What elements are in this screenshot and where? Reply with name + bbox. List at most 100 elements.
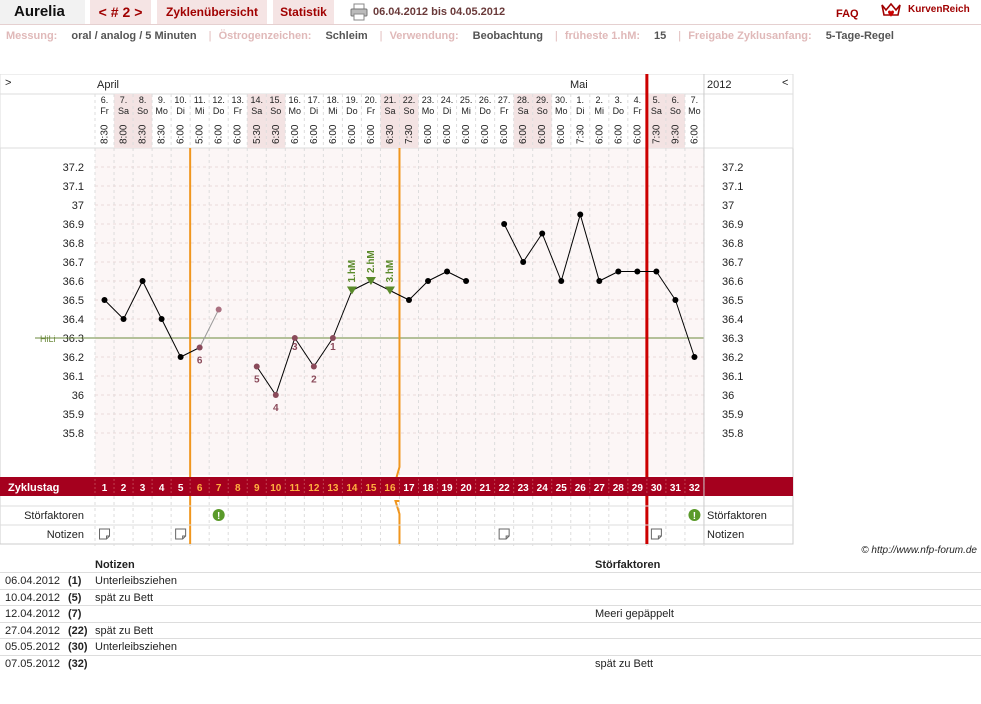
- weekend-header-shade: [665, 94, 685, 148]
- row-day: (5): [68, 591, 82, 604]
- cycle-next-button[interactable]: >: [134, 4, 143, 20]
- temp-line-segment: [142, 280, 163, 320]
- temp-line-segment: [408, 280, 429, 301]
- measure-time: 5:30: [252, 124, 263, 144]
- weekend-header-shade: [380, 94, 400, 148]
- row-stoer: Meeri gepäppelt: [595, 608, 674, 621]
- notes-label: Notizen: [47, 529, 84, 541]
- temp-line-segment: [389, 290, 410, 301]
- cycle-day-number: 14: [346, 483, 358, 494]
- note-icon: [498, 528, 510, 540]
- day-number: 10.: [174, 95, 187, 105]
- measure-time: 6:00: [442, 124, 453, 144]
- weekday-label: Di: [310, 106, 319, 116]
- weekday-label: So: [537, 106, 548, 116]
- printer-icon[interactable]: [350, 3, 368, 21]
- weekday-label: Mi: [461, 106, 471, 116]
- high-measure-marker: [384, 286, 395, 295]
- day-number: 26.: [479, 95, 492, 105]
- day-number: 25.: [460, 95, 473, 105]
- cycle-day-number: 6: [197, 483, 203, 494]
- y-tick-right: 35.8: [722, 428, 743, 440]
- temp-line-segment: [655, 271, 676, 301]
- temp-line-segment: [123, 280, 144, 320]
- day-number: 8.: [139, 95, 147, 105]
- temp-line-segment: [294, 337, 315, 367]
- y-tick-right: 36.6: [722, 276, 743, 288]
- higher-measure-label: 3.hM: [385, 260, 396, 283]
- day-number: 19.: [346, 95, 359, 105]
- tab-statistics[interactable]: Statistik: [273, 0, 334, 24]
- col-notes-header: Notizen: [95, 559, 135, 571]
- cycle-prev-button[interactable]: <: [98, 4, 107, 20]
- cycle-number: # 2: [110, 4, 131, 20]
- row-note: Unterleibsziehen: [95, 641, 177, 654]
- y-tick-left: 36.5: [63, 295, 84, 307]
- measure-time: 9:30: [670, 124, 681, 144]
- row-note: spät zu Bett: [95, 591, 154, 604]
- table-row: 06.04.2012 (1) Unterleibsziehen: [0, 572, 981, 590]
- temp-line-segment: [541, 233, 562, 282]
- measure-time: 6:00: [233, 124, 244, 144]
- higher-measure-label: 1.hM: [347, 260, 358, 283]
- y-tick-right: 36.4: [722, 314, 743, 326]
- day-number: 3.: [615, 95, 623, 105]
- weekday-label: So: [270, 106, 281, 116]
- temp-point: [444, 268, 451, 275]
- weekday-label: Fr: [100, 106, 109, 116]
- measure-time: 7:30: [651, 124, 662, 144]
- measure-time: 6:00: [613, 124, 624, 144]
- faq-link[interactable]: FAQ: [836, 8, 859, 20]
- brand-logo[interactable]: KurvenReich: [908, 4, 970, 15]
- crown-heart-icon: [881, 2, 901, 17]
- cycle-day-number: 25: [556, 483, 568, 494]
- row-day: (1): [68, 575, 82, 587]
- day-number: 18.: [327, 95, 340, 105]
- table-row: 07.05.2012 (32) spät zu Bett: [0, 655, 981, 673]
- cycle-day-number: 1: [102, 483, 108, 494]
- temp-point: [329, 335, 336, 341]
- cycle-day-number: 17: [403, 483, 415, 494]
- temp-point: [615, 268, 622, 275]
- month-label: April: [97, 79, 119, 91]
- temp-line-segment: [104, 299, 124, 320]
- y-tick-left: 36.4: [63, 314, 84, 326]
- day-number: 29.: [536, 95, 549, 105]
- temp-point: [272, 392, 279, 398]
- measure-time: 6:00: [423, 124, 434, 144]
- y-tick-left: 36.9: [63, 219, 84, 231]
- measure-time: 6:00: [290, 124, 301, 144]
- temp-point: [672, 297, 679, 303]
- y-tick-left: 37.2: [63, 162, 84, 174]
- tab-cycle-overview[interactable]: Zyklenübersicht: [157, 0, 267, 24]
- note-icon: [99, 528, 111, 540]
- lower-measure-label: 3: [292, 342, 298, 353]
- y-tick-left: 37: [72, 200, 84, 212]
- temp-point: [215, 306, 222, 313]
- measure-time: 5:00: [195, 124, 206, 144]
- note-icon: [650, 528, 662, 540]
- month-label: Mai: [570, 79, 588, 91]
- hili-label: HiLi: [40, 334, 56, 344]
- measure-time: 8:30: [157, 124, 168, 144]
- temp-point: [158, 316, 165, 322]
- y-tick-right: 36.3: [722, 333, 743, 345]
- y-tick-right: 37.1: [722, 181, 743, 193]
- temp-point: [691, 354, 698, 360]
- fertile-end-line: [394, 500, 401, 544]
- temp-point: [539, 230, 546, 237]
- day-number: 27.: [498, 95, 511, 105]
- temp-point: [177, 354, 184, 360]
- weekday-label: Mo: [289, 106, 302, 116]
- weekday-label: Do: [346, 106, 358, 116]
- day-number: 12.: [212, 95, 225, 105]
- y-tick-left: 36.2: [63, 352, 84, 364]
- lower-measure-label: 1: [330, 342, 336, 353]
- temp-point: [425, 278, 432, 284]
- table-row: 05.05.2012 (30) Unterleibsziehen: [0, 638, 981, 656]
- temp-point: [577, 211, 584, 218]
- date-range: 06.04.2012 bis 04.05.2012: [373, 6, 506, 18]
- notes-label-right: Notizen: [707, 529, 744, 541]
- measure-time: 7:30: [404, 124, 415, 144]
- cycle-day-number: 32: [689, 483, 701, 494]
